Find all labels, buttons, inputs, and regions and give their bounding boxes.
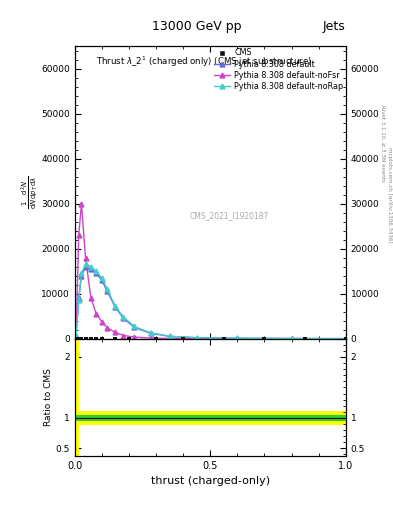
Pythia 8.308 default xyxy=(148,330,153,336)
Point xyxy=(221,334,227,343)
Point xyxy=(180,334,186,343)
Pythia 8.308 default-noRap xyxy=(99,275,104,281)
Pythia 8.308 default-noRap xyxy=(289,335,294,342)
X-axis label: thrust (charged-only): thrust (charged-only) xyxy=(151,476,270,486)
Text: mcplots.cern.ch [arXiv:1306.3436]: mcplots.cern.ch [arXiv:1306.3436] xyxy=(387,147,391,242)
Pythia 8.308 default-noRap xyxy=(343,335,348,342)
Pythia 8.308 default-noFsr xyxy=(167,335,172,342)
Pythia 8.308 default-noRap xyxy=(105,286,110,292)
Text: CMS_2021_I1920187: CMS_2021_I1920187 xyxy=(189,211,269,220)
Point xyxy=(99,334,105,343)
Pythia 8.308 default xyxy=(132,324,137,330)
Pythia 8.308 default-noFsr xyxy=(94,311,99,317)
Pythia 8.308 default-noFsr xyxy=(83,254,88,261)
Pythia 8.308 default xyxy=(88,266,93,272)
Pythia 8.308 default-noRap xyxy=(73,333,78,339)
Line: Pythia 8.308 default-noRap: Pythia 8.308 default-noRap xyxy=(73,262,348,341)
Text: Rivet 3.1.10, ≥ 3.3M events: Rivet 3.1.10, ≥ 3.3M events xyxy=(381,105,386,182)
Legend: CMS, Pythia 8.308 default, Pythia 8.308 default-noFsr, Pythia 8.308 default-noRa: CMS, Pythia 8.308 default, Pythia 8.308 … xyxy=(214,49,343,91)
Pythia 8.308 default-noRap xyxy=(235,335,240,342)
Pythia 8.308 default-noFsr xyxy=(148,335,153,341)
Pythia 8.308 default xyxy=(105,288,110,294)
Pythia 8.308 default-noRap xyxy=(148,330,153,336)
Pythia 8.308 default-noFsr xyxy=(113,329,118,335)
Pythia 8.308 default xyxy=(289,335,294,342)
Text: 13000 GeV pp: 13000 GeV pp xyxy=(152,20,241,33)
Pythia 8.308 default xyxy=(99,277,104,283)
Pythia 8.308 default-noFsr xyxy=(73,333,78,339)
Point xyxy=(261,334,268,343)
Pythia 8.308 default-noRap xyxy=(132,324,137,330)
Pythia 8.308 default-noFsr xyxy=(235,335,240,342)
Pythia 8.308 default-noRap xyxy=(167,333,172,339)
Text: Jets: Jets xyxy=(323,20,346,33)
Pythia 8.308 default xyxy=(343,335,348,342)
Pythia 8.308 default xyxy=(73,333,78,339)
Pythia 8.308 default xyxy=(121,315,126,322)
Pythia 8.308 default-noRap xyxy=(83,261,88,267)
Pythia 8.308 default-noFsr xyxy=(289,335,294,342)
Pythia 8.308 default-noFsr xyxy=(121,332,126,338)
Pythia 8.308 default-noFsr xyxy=(88,295,93,301)
Pythia 8.308 default-noRap xyxy=(113,303,118,309)
Point xyxy=(73,334,79,343)
Pythia 8.308 default xyxy=(195,335,199,341)
Pythia 8.308 default xyxy=(79,272,84,279)
Point xyxy=(302,334,308,343)
Pythia 8.308 default-noRap xyxy=(88,264,93,270)
Pythia 8.308 default-noRap xyxy=(79,270,84,276)
Pythia 8.308 default xyxy=(235,335,240,342)
Point xyxy=(83,334,89,343)
Pythia 8.308 default-noRap xyxy=(94,268,99,274)
Pythia 8.308 default-noFsr xyxy=(79,201,84,207)
Pythia 8.308 default-noFsr xyxy=(132,334,137,340)
Pythia 8.308 default-noFsr xyxy=(343,335,348,342)
Pythia 8.308 default xyxy=(94,270,99,276)
Point xyxy=(153,334,159,343)
Pythia 8.308 default xyxy=(113,304,118,310)
Text: Thrust $\lambda\_2^1$ (charged only) (CMS jet substructure): Thrust $\lambda\_2^1$ (charged only) (CM… xyxy=(96,55,312,69)
Point xyxy=(93,334,99,343)
Y-axis label: $\frac{1}{\mathrm{d}N}\frac{\mathrm{d}^2 N}{\mathrm{d}p_T\,\mathrm{d}\lambda}$: $\frac{1}{\mathrm{d}N}\frac{\mathrm{d}^2… xyxy=(19,176,40,209)
Line: Pythia 8.308 default-noFsr: Pythia 8.308 default-noFsr xyxy=(73,201,348,341)
Pythia 8.308 default xyxy=(167,333,172,339)
Point xyxy=(88,334,94,343)
Point xyxy=(126,334,132,343)
Pythia 8.308 default-noRap xyxy=(195,334,199,340)
Pythia 8.308 default-noFsr xyxy=(195,335,199,342)
Point xyxy=(343,334,349,343)
Point xyxy=(75,334,82,343)
Pythia 8.308 default xyxy=(76,295,81,301)
Y-axis label: Ratio to CMS: Ratio to CMS xyxy=(44,368,53,426)
Pythia 8.308 default-noFsr xyxy=(76,232,81,238)
Point xyxy=(78,334,84,343)
Pythia 8.308 default xyxy=(83,264,88,270)
Line: Pythia 8.308 default: Pythia 8.308 default xyxy=(73,264,348,341)
Pythia 8.308 default-noRap xyxy=(76,297,81,304)
Pythia 8.308 default-noFsr xyxy=(99,318,104,325)
Pythia 8.308 default-noFsr xyxy=(105,325,110,331)
Pythia 8.308 default-noRap xyxy=(121,314,126,320)
Point xyxy=(112,334,119,343)
